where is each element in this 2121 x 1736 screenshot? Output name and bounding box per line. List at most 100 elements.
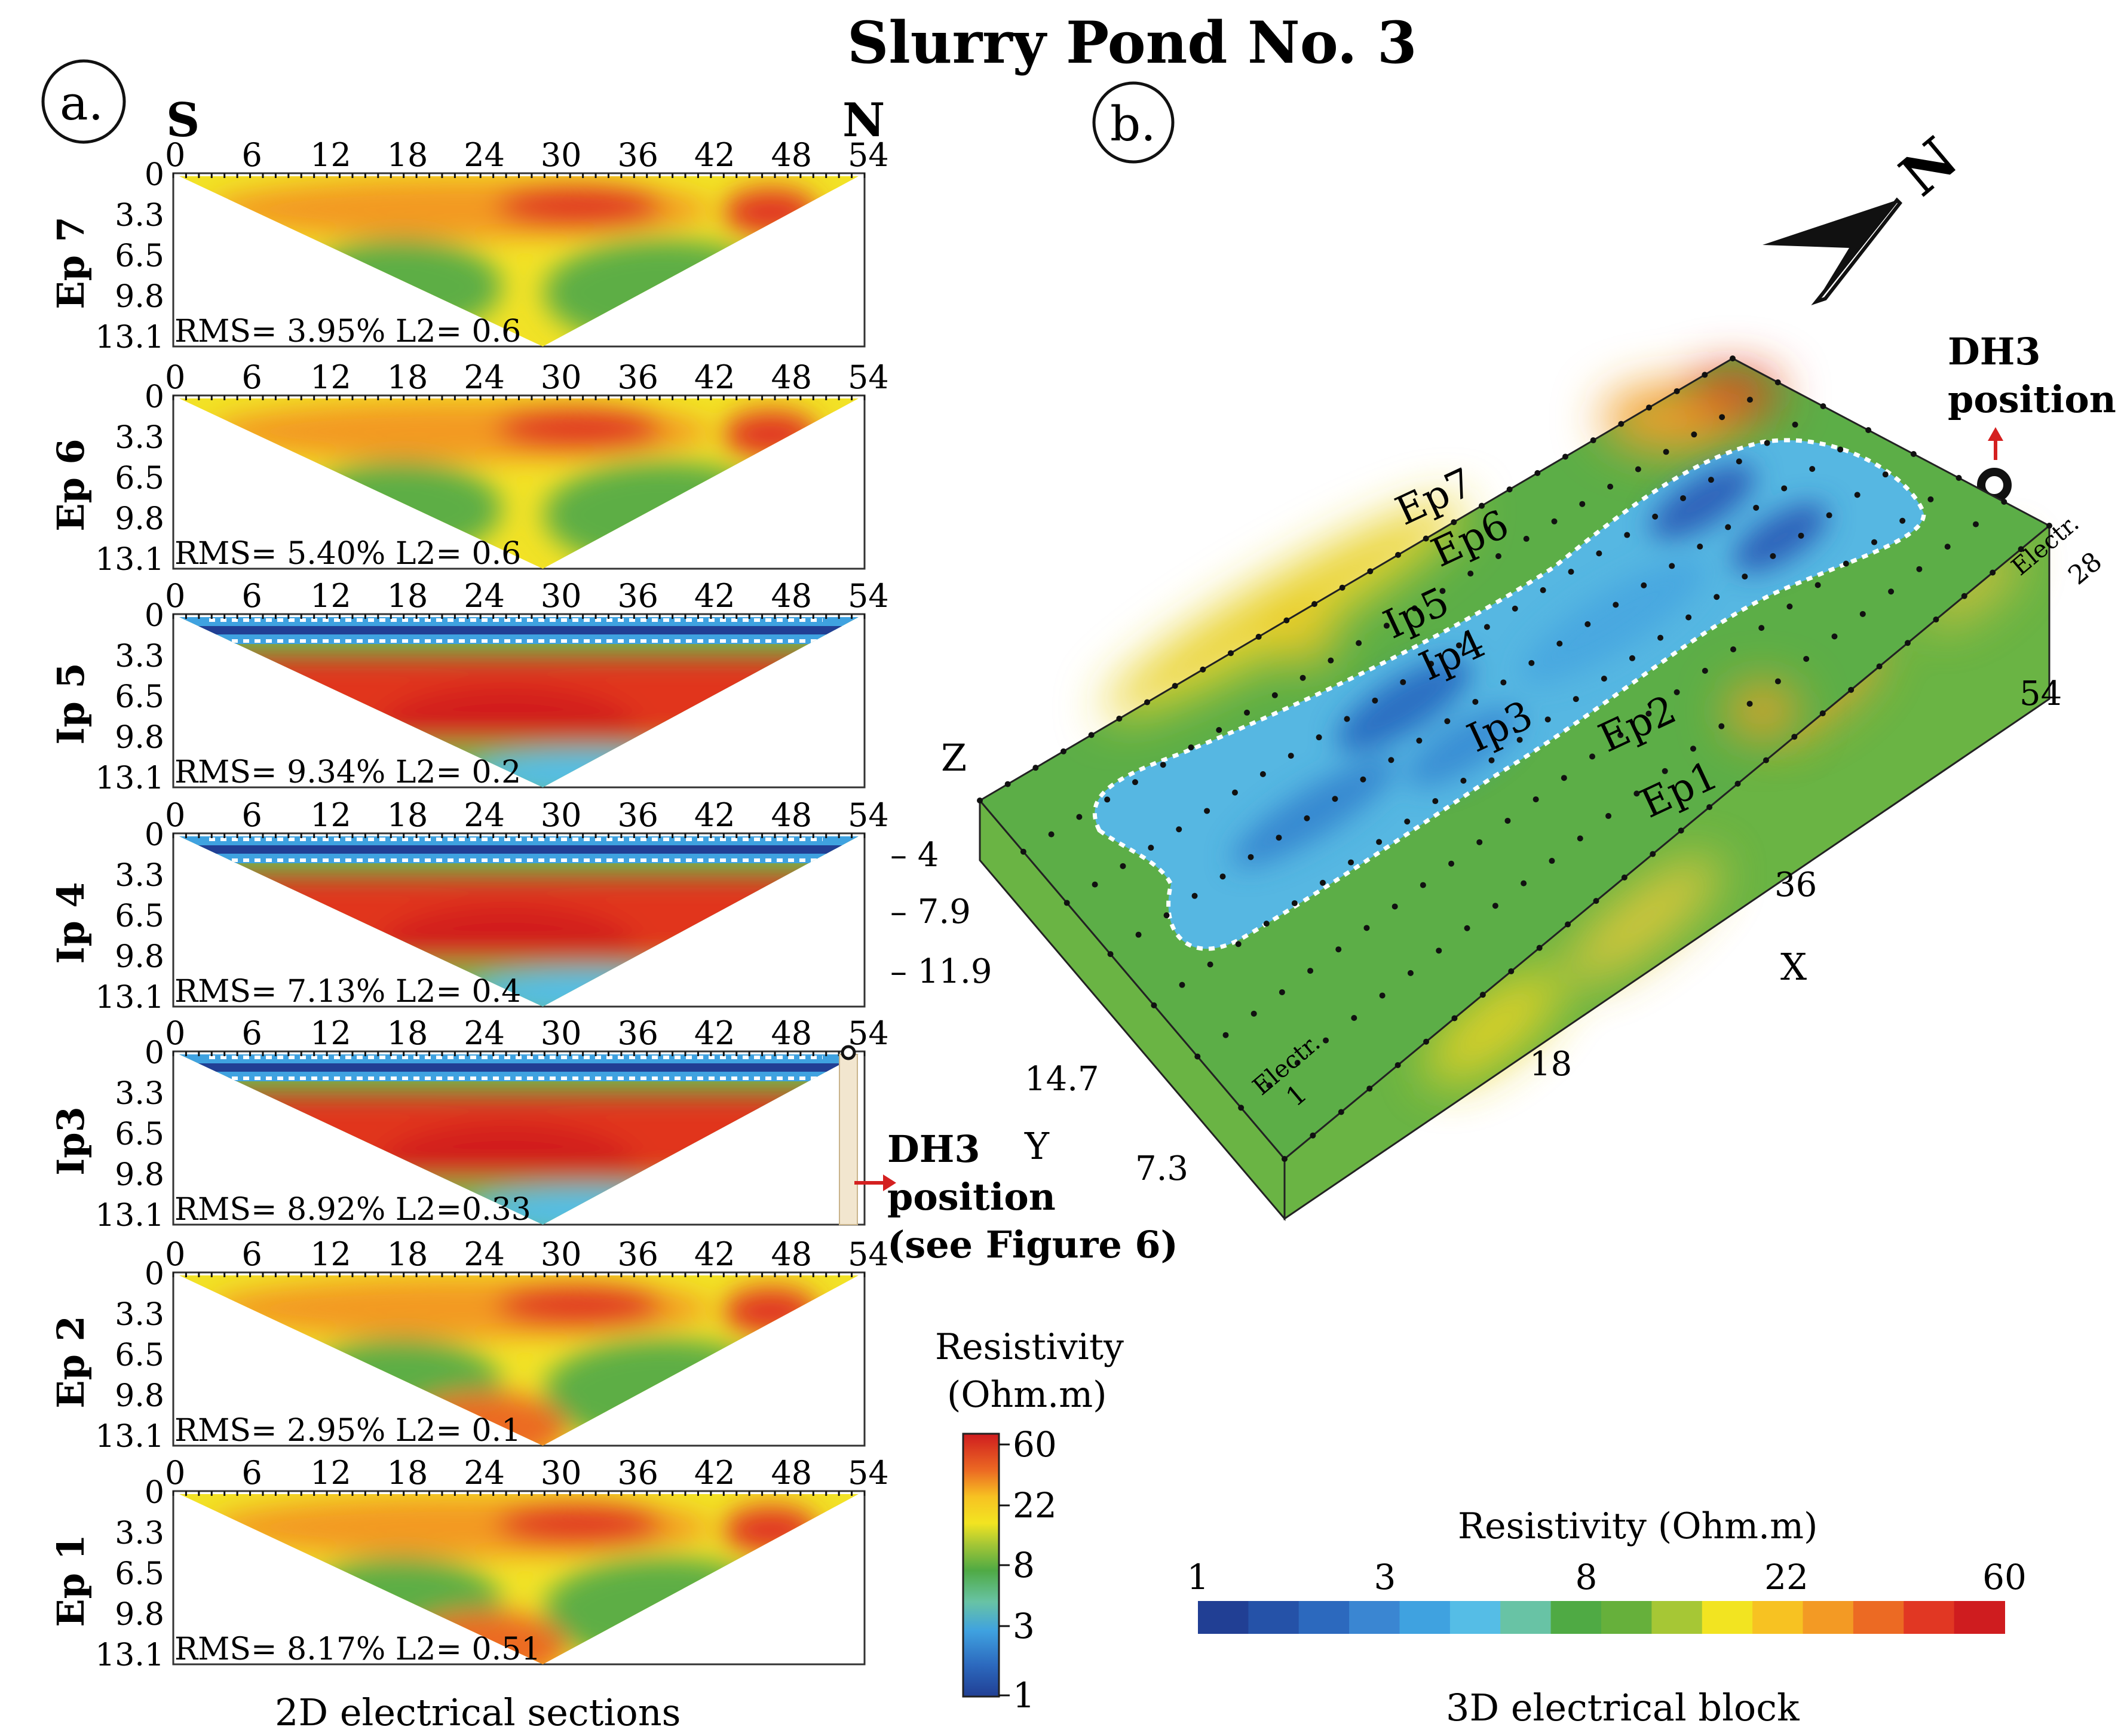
electrode-dot (1132, 779, 1138, 786)
electrode-dot (1231, 789, 1238, 796)
section-x-tick: 48 (771, 1014, 812, 1052)
electrode-dot (1685, 614, 1692, 621)
electrode-dot (1092, 881, 1098, 888)
section-depth-tick: 13.1 (95, 542, 164, 578)
electrode-dot (1673, 388, 1680, 394)
vertical-legend-tick: 22 (1013, 1485, 1057, 1526)
electrode-grid (977, 355, 2052, 1162)
section-stats: RMS= 3.95% L2= 0.6 (174, 314, 521, 349)
electrode-dot (1248, 854, 1254, 860)
electrode-dot (1561, 775, 1567, 781)
electrode-dot (1338, 1109, 1344, 1115)
electrode-dot (1344, 716, 1350, 722)
electrode-dot (1565, 921, 1571, 928)
section-x-tick: 30 (541, 1454, 582, 1492)
section-depth-tick: 13.1 (95, 1637, 164, 1673)
electrode-dot (1282, 1156, 1288, 1162)
electrode-dot (1160, 762, 1166, 768)
section-depth-tick: 13.1 (95, 980, 164, 1016)
legend-swatch (1500, 1601, 1552, 1634)
section-x-tick: 0 (165, 1454, 185, 1492)
section-x-tick: 36 (617, 1235, 658, 1273)
section-name: Ip 4 (49, 882, 93, 964)
electrode-dot (1307, 968, 1314, 974)
electrode-dot (1299, 674, 1306, 681)
electrode-dot (1742, 573, 1748, 580)
panel-a-label: a. (41, 59, 126, 144)
electrode-dot (1961, 593, 1967, 599)
electrode-dot (1366, 1085, 1373, 1092)
electrode-dot (1004, 781, 1011, 787)
legend-swatch (1752, 1601, 1804, 1634)
electrode-dot (1910, 451, 1917, 457)
section-depth-tick: 3.3 (115, 198, 164, 234)
electrode-dot (2001, 499, 2007, 505)
electrode-dot (1464, 925, 1470, 931)
electrode-dot (1504, 817, 1511, 824)
electrode-dot (1549, 858, 1555, 864)
electrode-dot (1436, 947, 1442, 954)
electrode-dot (1339, 584, 1345, 591)
panel-a-letter: a. (60, 75, 103, 131)
electrode-dot (1472, 698, 1479, 705)
electrode-dot (1663, 449, 1669, 455)
electrode-dot (1786, 603, 1793, 610)
legend-swatch (1550, 1601, 1602, 1634)
electrode-dot (1831, 633, 1838, 640)
section-depth-tick: 9.8 (115, 501, 164, 537)
electrode-dot (1618, 421, 1625, 427)
electrode-dot (1734, 780, 1741, 787)
section-depth-tick: 3.3 (115, 639, 164, 674)
vertical-legend-title-1: Resistivity (935, 1326, 1124, 1368)
y-tick-1: 14.7 (1025, 1060, 1099, 1099)
section-depth-tick: 0 (145, 157, 164, 193)
electrode-dot (1294, 1060, 1301, 1066)
section-5: 0 6 12 18 24 30 36 42 48 5403.36.59.813.1Ip3RMS= … (49, 1014, 889, 1234)
electrode-dot (1650, 851, 1656, 857)
section-x-tick: 36 (617, 577, 658, 615)
section-depth-tick: 0 (145, 379, 164, 415)
section-depth-tick: 9.8 (115, 279, 164, 315)
electrode-dot (1657, 634, 1664, 641)
legend-swatch (1601, 1601, 1653, 1634)
dh3-b-line2: position (1948, 378, 2116, 421)
electrode-dot (1388, 757, 1394, 763)
section-x-tick: 18 (387, 796, 428, 834)
electrode-dot (1764, 440, 1770, 446)
section-x-tick: 24 (464, 1235, 505, 1273)
section-x-tick: 6 (242, 136, 262, 174)
z-tick-3: – 11.9 (890, 952, 992, 991)
electrode-dot (1865, 427, 1872, 433)
electrode-dot (1476, 839, 1483, 845)
electrode-dot (1448, 860, 1455, 867)
electrode-dot (1310, 1132, 1316, 1139)
electrode-dot (1621, 874, 1627, 881)
horizontal-legend-tick: 8 (1576, 1557, 1598, 1597)
electrode-dot (1809, 465, 1816, 472)
section-x-tick: 12 (310, 577, 351, 615)
electrode-dot (1508, 968, 1515, 974)
electrode-dot (1725, 524, 1731, 530)
electrode-dot (1288, 753, 1294, 759)
electrode-dot (1819, 710, 1826, 717)
figure-title: Slurry Pond No. 3 (847, 9, 1417, 76)
electrode-dot (1120, 863, 1126, 869)
z-axis-label: Z (941, 736, 967, 780)
section-x-tick: 6 (242, 1454, 262, 1492)
dh3-note-a: DH3 position (see Figure 6) (854, 1127, 1178, 1266)
panel-a-caption: 2D electrical sections (275, 1691, 681, 1734)
section-x-tick: 24 (464, 796, 505, 834)
electrode-dot (1770, 553, 1776, 559)
panel-b-caption: 3D electrical block (1446, 1686, 1800, 1729)
electrode-dot (1774, 678, 1781, 685)
electrode-dot (1629, 655, 1635, 661)
electrode-dot (1484, 624, 1490, 630)
section-x-tick: 12 (310, 1235, 351, 1273)
section-x-tick: 30 (541, 358, 582, 396)
electrode-dot (1135, 931, 1142, 938)
legend-swatch (1954, 1601, 2005, 1634)
electrode-dot (1859, 611, 1866, 617)
electrode-dot (1702, 667, 1708, 674)
legend-swatch (1399, 1601, 1451, 1634)
section-stats: RMS= 8.92% L2=0.33 (174, 1192, 531, 1228)
